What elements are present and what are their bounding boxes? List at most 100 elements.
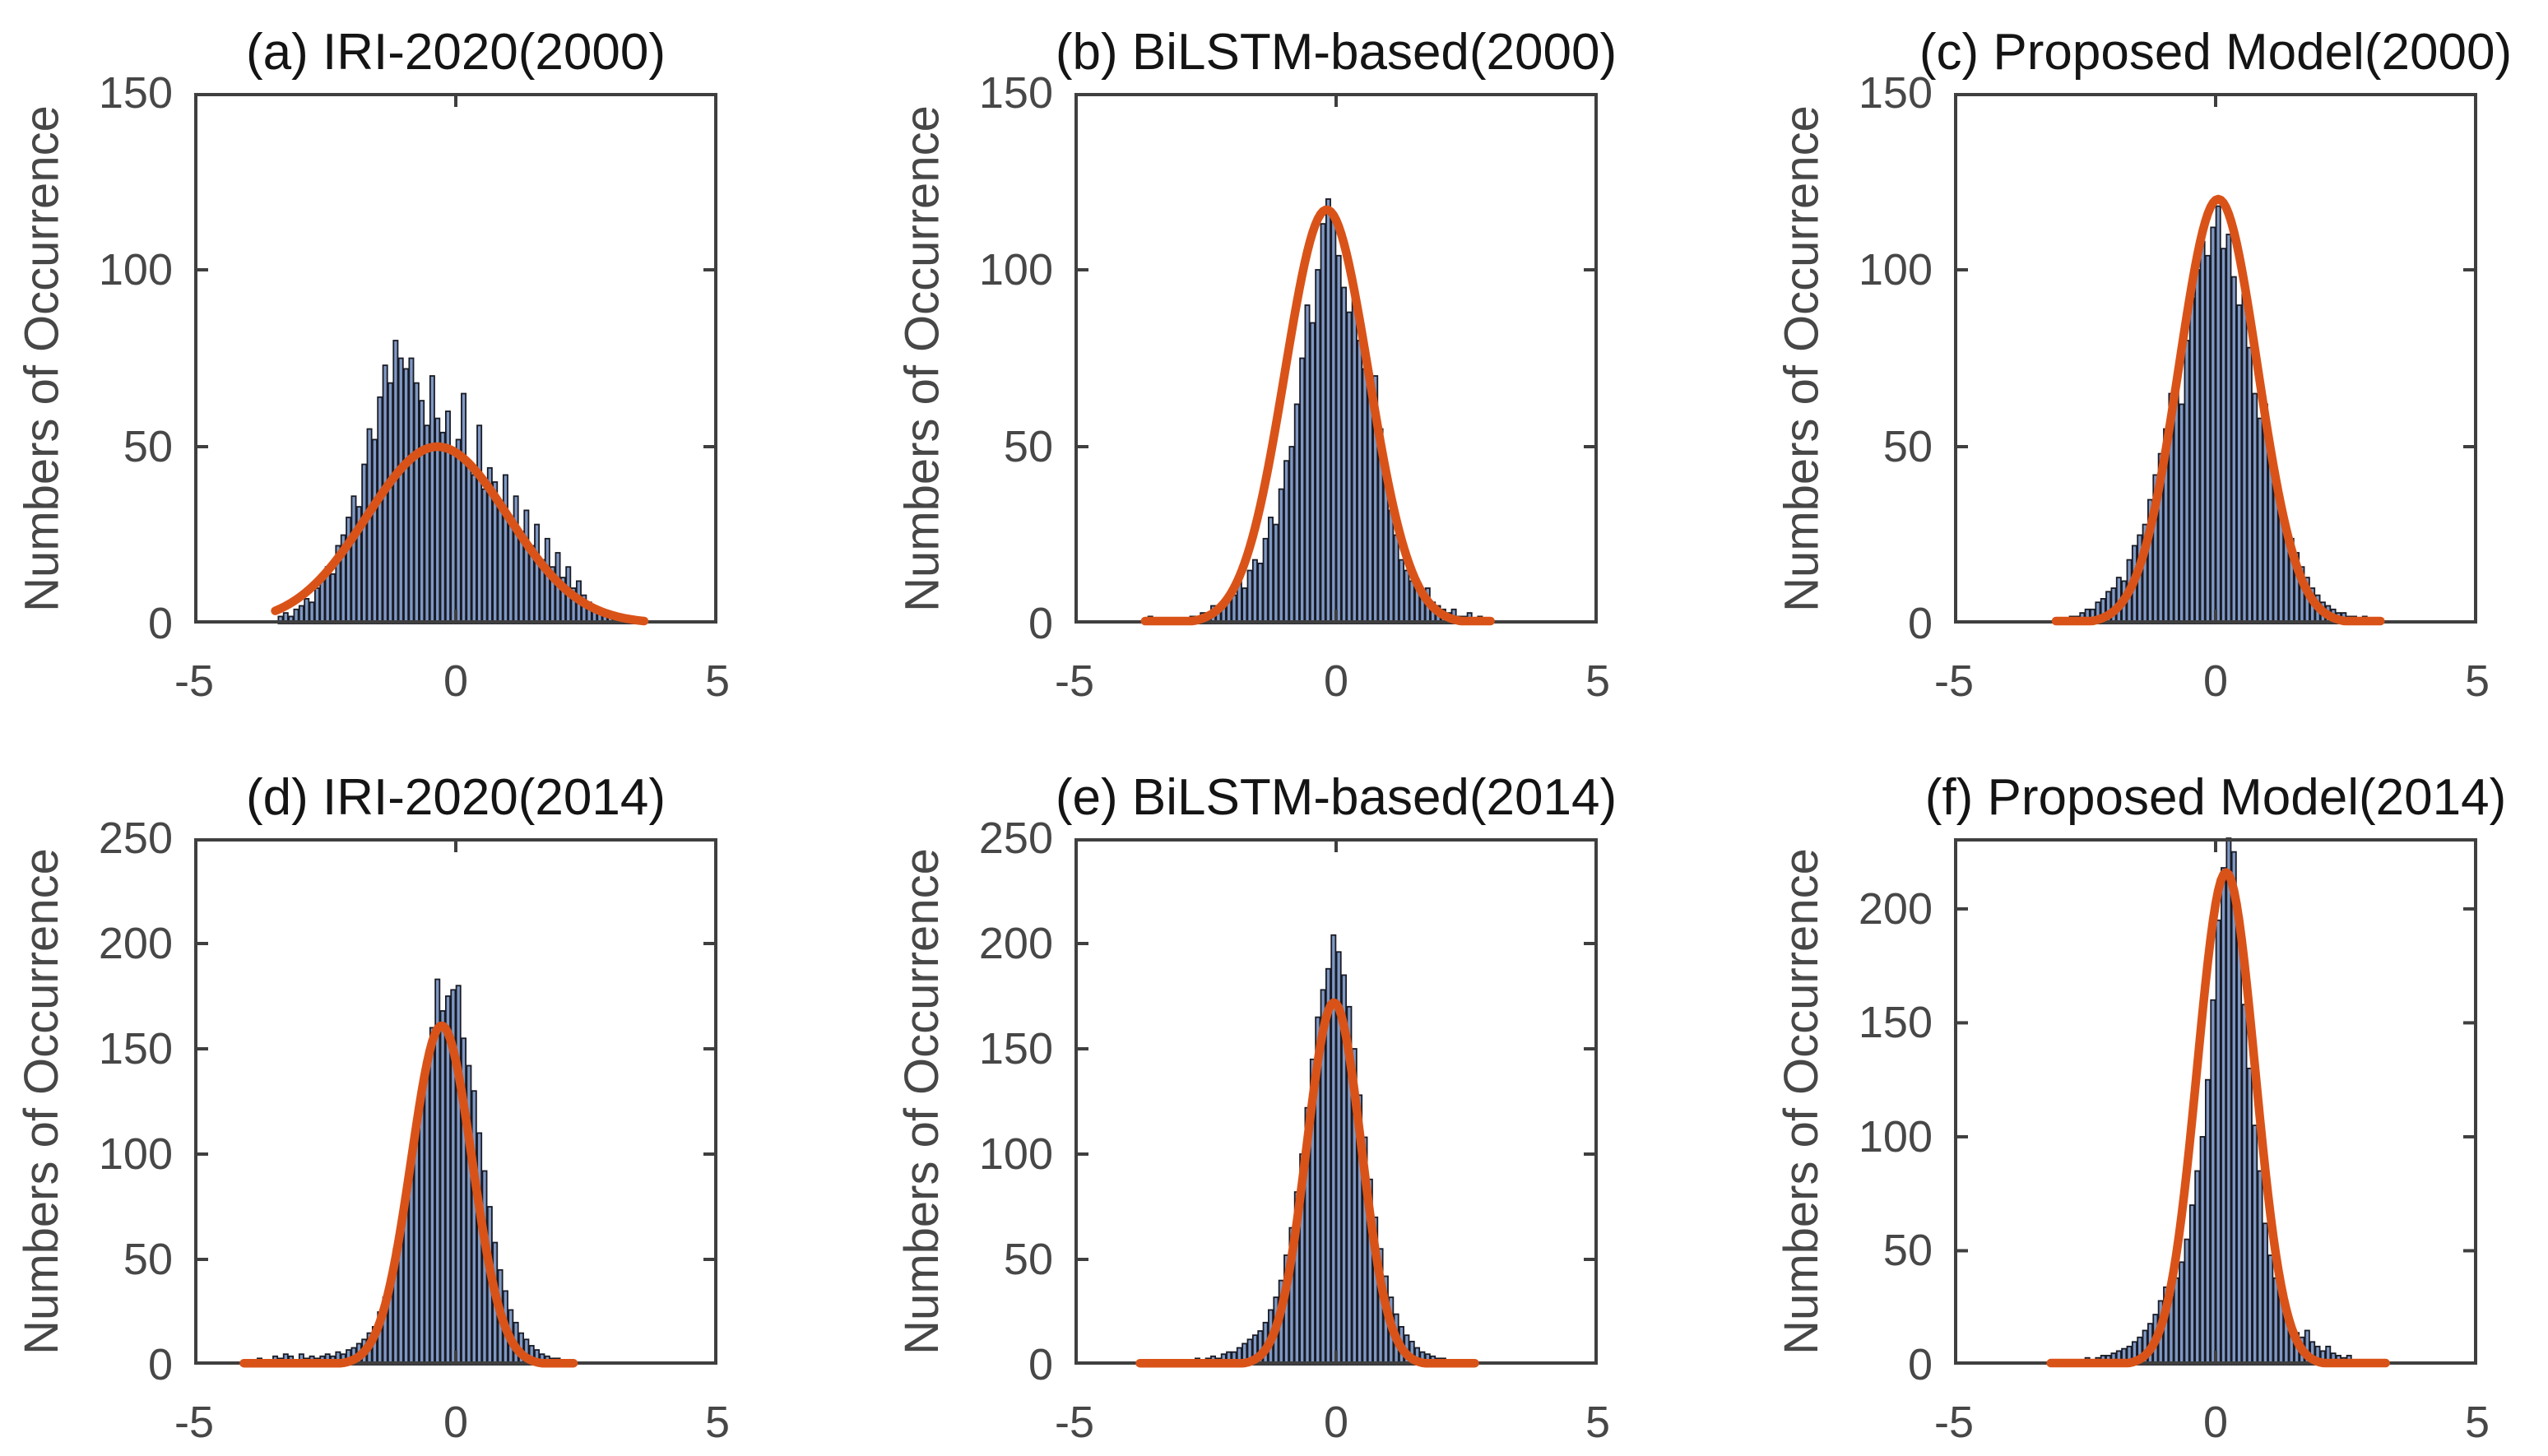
x-tick-label: 0 bbox=[443, 656, 469, 706]
histogram-bar bbox=[544, 537, 550, 624]
y-tick-label: 150 bbox=[978, 1024, 1053, 1073]
x-tick-label: 5 bbox=[1585, 656, 1611, 706]
histogram-bar bbox=[413, 1128, 420, 1366]
histogram-bar bbox=[2262, 1222, 2268, 1366]
histogram-bar bbox=[2246, 1067, 2253, 1366]
histogram-bar bbox=[2252, 1124, 2258, 1366]
axes-box bbox=[194, 838, 717, 1368]
histogram-bar bbox=[361, 463, 368, 624]
histogram-bar bbox=[2267, 1254, 2274, 1366]
histogram-bar bbox=[1404, 569, 1410, 624]
axes-box bbox=[1074, 93, 1598, 626]
y-tick-label: 200 bbox=[98, 919, 173, 968]
histogram-bar bbox=[408, 357, 415, 624]
histogram-bar bbox=[2204, 254, 2211, 624]
histogram-bar bbox=[476, 1132, 483, 1366]
histogram-bar bbox=[2230, 276, 2237, 624]
y-tick-label: 100 bbox=[978, 245, 1053, 294]
histogram-bar bbox=[2236, 926, 2243, 1366]
histogram-bar bbox=[1330, 212, 1337, 624]
y-tick-label: 100 bbox=[1858, 1111, 1933, 1162]
histogram-bar bbox=[319, 580, 326, 624]
histogram-bar bbox=[1268, 517, 1274, 624]
x-tick-label: 0 bbox=[443, 1398, 469, 1447]
histogram-bar bbox=[2179, 1261, 2185, 1366]
x-tick-label: -5 bbox=[174, 656, 214, 706]
x-tick-label: -5 bbox=[1933, 1398, 1974, 1447]
axes-frame bbox=[1074, 93, 1598, 624]
histogram-bar bbox=[1367, 382, 1373, 624]
histogram-bar bbox=[403, 368, 410, 624]
histogram-bar bbox=[455, 985, 462, 1366]
histogram-bar bbox=[2215, 205, 2221, 624]
histogram-bar bbox=[1273, 523, 1279, 624]
histogram-bar bbox=[2204, 1078, 2211, 1366]
y-tick-label: 150 bbox=[978, 68, 1053, 118]
y-tick-label: 0 bbox=[147, 599, 173, 648]
histogram-bar bbox=[1315, 269, 1321, 624]
histogram-bar bbox=[2210, 226, 2216, 624]
histogram-plot bbox=[194, 838, 717, 1368]
y-tick-label: 150 bbox=[1858, 68, 1933, 118]
histogram-bar bbox=[450, 452, 457, 624]
histogram-bar bbox=[2225, 234, 2232, 624]
x-tick-label: -5 bbox=[1054, 656, 1094, 706]
x-tick-label: 0 bbox=[2202, 656, 2229, 706]
histogram-bar bbox=[371, 438, 378, 624]
histogram-bar bbox=[1341, 286, 1348, 624]
y-tick-label: 100 bbox=[98, 1129, 173, 1179]
subplot-title: (b) BiLSTM-based(2000) bbox=[1055, 24, 1617, 81]
histogram-plot bbox=[194, 93, 717, 626]
histogram-bar bbox=[471, 474, 477, 624]
subplot-title: (e) BiLSTM-based(2014) bbox=[1055, 769, 1617, 826]
normal-fit-curve bbox=[271, 442, 649, 626]
histogram-bar bbox=[2225, 837, 2232, 1366]
histogram-bar bbox=[2252, 392, 2258, 624]
histogram-bar bbox=[366, 428, 373, 624]
y-axis-label: Numbers of Occurrence bbox=[895, 104, 949, 612]
x-tick-label: -5 bbox=[1933, 656, 1974, 706]
axes-frame bbox=[194, 93, 717, 624]
histogram-plot bbox=[1074, 838, 1598, 1368]
normal-fit-curve bbox=[2046, 868, 2390, 1368]
x-tick-label: 5 bbox=[704, 1398, 731, 1447]
histogram-bar bbox=[523, 509, 530, 624]
y-tick-label: 0 bbox=[1907, 1340, 1933, 1389]
x-tick-label: 5 bbox=[2464, 656, 2490, 706]
x-tick-label: 5 bbox=[1585, 1398, 1611, 1447]
histogram-bar bbox=[350, 495, 357, 624]
y-tick-label: 200 bbox=[978, 919, 1053, 968]
histogram-bar bbox=[377, 396, 383, 624]
axes-box bbox=[1954, 93, 2477, 626]
histogram-bar bbox=[1299, 357, 1306, 624]
histogram-bar bbox=[1357, 340, 1363, 624]
histogram-bar bbox=[497, 502, 504, 624]
histogram-bar bbox=[2246, 346, 2253, 624]
axes-frame bbox=[1954, 838, 2477, 1365]
histogram-bar bbox=[1293, 403, 1300, 624]
histogram-bar bbox=[429, 375, 435, 624]
x-tick-label: 0 bbox=[1323, 656, 1349, 706]
histogram-bar bbox=[1393, 534, 1399, 624]
histogram-bar bbox=[2184, 1238, 2190, 1366]
normal-fit-curve bbox=[1140, 205, 1495, 626]
y-tick-label: 50 bbox=[123, 1235, 173, 1284]
histogram-bar bbox=[1388, 509, 1395, 624]
histogram-bar bbox=[2188, 1204, 2195, 1366]
x-tick-label: 5 bbox=[704, 656, 731, 706]
histogram-bar bbox=[2194, 1170, 2201, 1366]
histogram-bar bbox=[1251, 559, 1258, 624]
y-tick-label: 100 bbox=[98, 245, 173, 294]
histogram-bar bbox=[2199, 1136, 2206, 1366]
histogram-bar bbox=[534, 523, 541, 624]
histogram-bar bbox=[397, 357, 404, 624]
normal-fit-curve bbox=[1135, 998, 1479, 1368]
histogram-bar bbox=[346, 517, 352, 624]
histogram-bar bbox=[2215, 919, 2221, 1366]
axes-box bbox=[1074, 838, 1598, 1368]
histogram-bar bbox=[1231, 594, 1237, 624]
histogram-bar bbox=[481, 488, 488, 624]
histogram-bar bbox=[1346, 311, 1353, 624]
histogram-bar bbox=[461, 392, 467, 624]
